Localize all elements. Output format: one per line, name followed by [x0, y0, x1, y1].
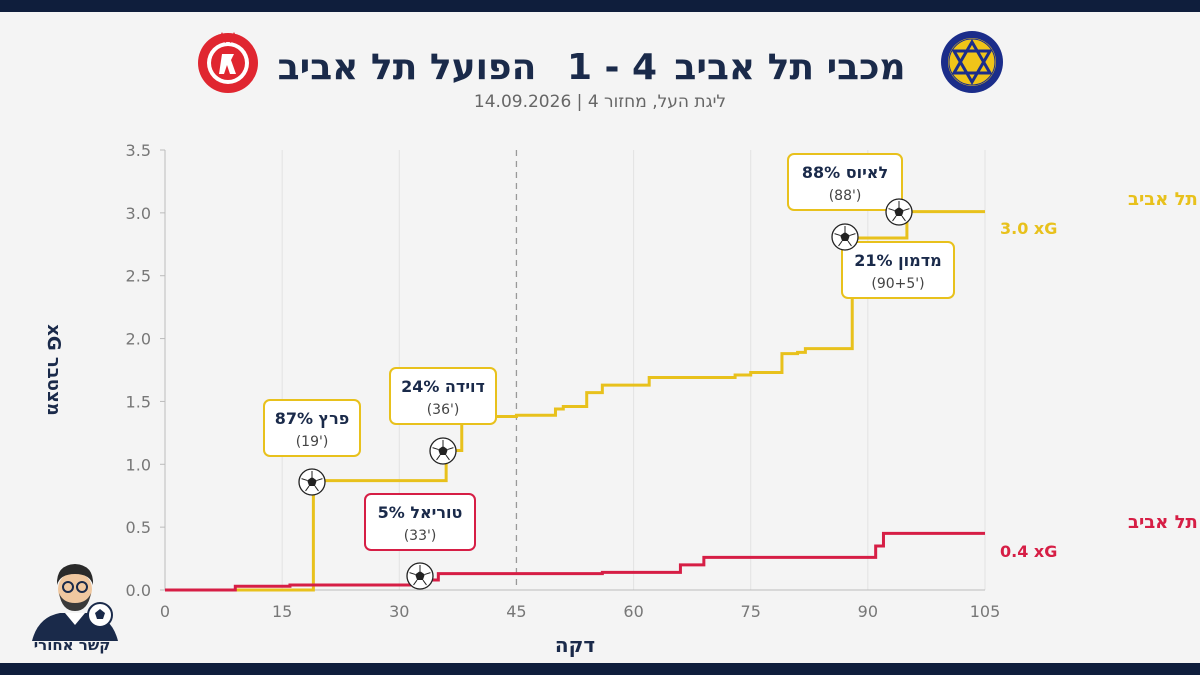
soccer-ball-seam [849, 233, 856, 236]
match-subtitle: ליגת העל, מחזור 4 | 14.09.2026 [473, 92, 727, 112]
goal-annotation-3: מדמון 21% (90+5') [831, 223, 955, 299]
series-end-name-1: הפועל תל אביב [1128, 512, 1200, 533]
x-tick-label-5: 75 [741, 602, 761, 621]
soccer-ball-patch [438, 446, 448, 455]
soccer-ball-seam [314, 485, 319, 492]
soccer-ball-seam [888, 208, 895, 211]
series-line-1 [165, 531, 985, 592]
soccer-ball-seam [834, 233, 841, 236]
chart-axes [164, 150, 985, 591]
x-tick-label-0: 0 [160, 602, 170, 621]
x-tick-label-7: 105 [970, 602, 1001, 621]
goal-callout-label-4: לאיוס 88% [802, 163, 888, 182]
y-tick-label-2: 1.0 [126, 455, 151, 474]
soccer-ball-seam [447, 447, 454, 450]
x-tick-label-2: 30 [389, 602, 409, 621]
chart-goals: פרץ 87% (19') דוידה 24% (36') טוריאל 5% (33')… [263, 153, 955, 590]
match-score: 1 - 4 [566, 47, 658, 88]
goal-callout-label-2: טוריאל 5% [378, 503, 463, 522]
chart-series [165, 210, 985, 592]
away-team-name: הפועל תל אביב [277, 47, 537, 88]
series-end-total-0: 3.0 xG [1000, 219, 1057, 238]
x-tick-label-3: 45 [506, 602, 526, 621]
soccer-ball-icon [406, 562, 434, 590]
soccer-ball-seam [432, 447, 439, 450]
y-tick-label-1: 0.5 [126, 518, 151, 537]
brand-avatar-icon [32, 564, 118, 641]
soccer-ball-patch [840, 232, 850, 241]
y-tick-label-6: 3.0 [126, 204, 151, 223]
x-tick-label-4: 60 [623, 602, 643, 621]
home-team-name: מכבי תל אביב [674, 47, 906, 88]
goal-annotation-0: פרץ 87% (19') [263, 399, 361, 496]
y-tick-label-7: 3.5 [126, 141, 151, 160]
soccer-ball-seam [892, 215, 897, 222]
chart-end-labels: מכבי תל אביב 3.0 xG הפועל תל אביב 0.4 xG [1000, 189, 1200, 561]
goal-callout-time-3: (90+5') [871, 276, 924, 292]
goal-callout-time-1: (36') [427, 402, 460, 418]
series-end-name-0: מכבי תל אביב [1128, 189, 1200, 210]
x-axis-label: דקה [555, 633, 595, 657]
goal-callout-box-3 [841, 241, 955, 299]
goal-callout-box-0 [263, 399, 361, 457]
goal-callout-time-4: (88') [829, 188, 862, 204]
soccer-ball-seam [903, 208, 910, 211]
y-tick-label-5: 2.5 [126, 267, 151, 286]
soccer-ball-seam [838, 240, 843, 247]
y-tick-label-0: 0.0 [126, 581, 151, 600]
goal-annotation-1: דוידה 24% (36') [389, 367, 497, 465]
goal-callout-time-2: (33') [404, 528, 437, 544]
goal-callout-label-3: מדמון 21% [854, 251, 941, 270]
chart-grid [164, 150, 986, 590]
soccer-ball-icon [831, 223, 859, 251]
y-tick-label-3: 1.5 [126, 392, 151, 411]
soccer-ball-seam [424, 572, 431, 575]
series-end-total-1: 0.4 xG [1000, 542, 1057, 561]
goal-callout-time-0: (19') [296, 434, 329, 450]
soccer-ball-seam [847, 240, 852, 247]
hapoel-logo-icon [198, 32, 258, 93]
soccer-ball-icon [885, 198, 913, 226]
brand-name: קשר אחורי [33, 636, 111, 654]
goal-annotation-4: לאיוס 88% (88') [787, 153, 913, 226]
soccer-ball-seam [901, 215, 906, 222]
bottom-bar [0, 663, 1200, 675]
goal-callout-box-1 [389, 367, 497, 425]
soccer-ball-seam [413, 579, 418, 586]
soccer-ball-seam [301, 478, 308, 481]
soccer-ball-patch [307, 477, 317, 486]
top-bar [0, 0, 1200, 12]
soccer-ball-seam [436, 454, 441, 461]
soccer-ball-seam [445, 454, 450, 461]
x-tick-label-6: 90 [858, 602, 878, 621]
soccer-ball-seam [316, 478, 323, 481]
x-tick-label-1: 15 [272, 602, 292, 621]
y-axis-label: xG מצטבר [43, 324, 64, 415]
goal-callout-label-0: פרץ 87% [275, 409, 350, 428]
match-title: מכבי תל אביב 1 - 4 הפועל תל אביב [0, 38, 1200, 98]
maccabi-logo-icon [941, 31, 1003, 93]
soccer-ball-icon [429, 437, 457, 465]
soccer-ball-seam [409, 572, 416, 575]
goal-callout-box-4 [787, 153, 903, 211]
goal-callout-label-1: דוידה 24% [401, 377, 485, 396]
goal-callout-box-2 [364, 493, 476, 551]
soccer-ball-seam [305, 485, 310, 492]
soccer-ball-seam [422, 579, 427, 586]
y-tick-label-4: 2.0 [126, 330, 151, 349]
series-line-0 [165, 210, 985, 592]
goal-annotation-2: טוריאל 5% (33') [364, 493, 476, 590]
soccer-ball-patch [415, 571, 425, 580]
soccer-ball-patch [894, 207, 904, 216]
soccer-ball-icon [298, 468, 326, 496]
chart-ticks: 0 15 30 45 60 75 90 105 0.0 0.5 1.0 1.5 2.0 2.5 3.0 3.5 [126, 141, 1001, 621]
